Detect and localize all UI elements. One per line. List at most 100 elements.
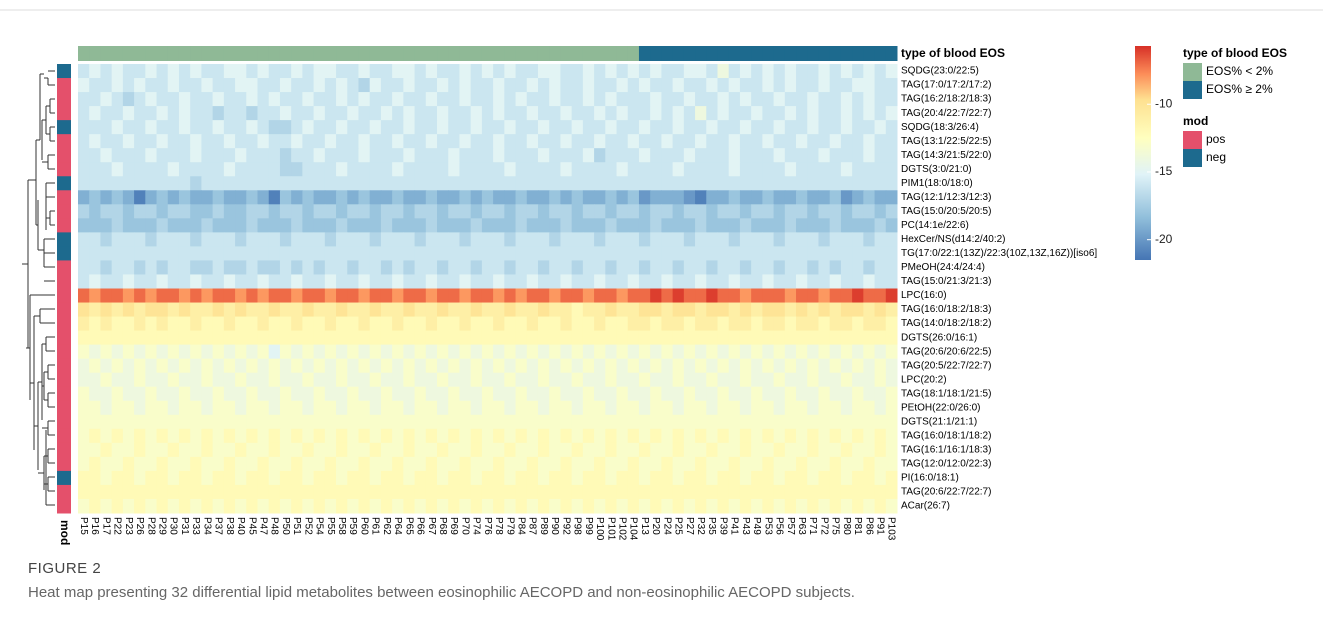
heatmap-cell — [336, 456, 348, 472]
heatmap-cell — [695, 204, 707, 219]
heatmap-cell — [369, 162, 382, 177]
heatmap-cell — [840, 316, 853, 332]
heatmap-cell — [739, 134, 752, 149]
row-label: TAG(18:1/18:1/21:5) — [901, 388, 991, 399]
heatmap-cell — [739, 190, 752, 205]
heatmap-cell — [739, 414, 752, 430]
heatmap-cell — [571, 134, 584, 149]
heatmap-cell — [403, 288, 416, 304]
heatmap-cell — [403, 484, 416, 500]
heatmap-cell — [89, 134, 101, 149]
heatmap-cell — [134, 120, 146, 135]
heatmap-cell — [336, 442, 348, 458]
heatmap-cell — [840, 330, 853, 346]
row-annotation-cell — [57, 274, 71, 289]
column-label: P15 — [78, 517, 89, 535]
heatmap-cell — [504, 456, 517, 472]
heatmap-cell — [358, 386, 371, 402]
heatmap-cell — [504, 106, 517, 121]
heatmap-cell — [145, 414, 158, 430]
heatmap-cell — [414, 344, 427, 360]
heatmap-cell — [762, 400, 775, 416]
heatmap-cell — [470, 106, 483, 121]
column-annotation-cell — [414, 46, 427, 61]
column-label: P40 — [235, 517, 246, 535]
heatmap-cell — [358, 190, 371, 205]
heatmap-cell — [313, 316, 326, 332]
heatmap-cell — [347, 372, 359, 388]
row-annotation-cell — [57, 344, 71, 360]
heatmap-cell — [235, 134, 247, 149]
row-label: TAG(16:1/16:1/18:3) — [901, 445, 991, 456]
heatmap-cell — [167, 302, 180, 318]
heatmap-cell — [134, 78, 146, 93]
heatmap-cell — [728, 428, 741, 444]
heatmap-cell — [257, 288, 270, 304]
heatmap-cell — [223, 106, 236, 121]
heatmap-cell — [672, 428, 685, 444]
heatmap-cell — [796, 288, 808, 304]
heatmap-cell — [156, 148, 169, 163]
heatmap-cell — [739, 386, 752, 402]
heatmap-cell — [560, 190, 573, 205]
heatmap-cell — [268, 204, 281, 219]
heatmap-cell — [437, 484, 449, 500]
heatmap-cell — [380, 162, 393, 177]
heatmap-cell — [852, 274, 864, 289]
heatmap-cell — [616, 456, 629, 472]
heatmap-cell — [437, 456, 449, 472]
heatmap-cell — [829, 442, 842, 458]
heatmap-cell — [706, 302, 718, 318]
column-label: P30 — [168, 517, 179, 535]
heatmap-cell — [246, 456, 259, 472]
heatmap-cell — [650, 162, 662, 177]
heatmap-cell — [167, 386, 180, 402]
heatmap-cell — [874, 288, 887, 304]
heatmap-cell — [369, 372, 382, 388]
heatmap-cell — [369, 190, 382, 205]
heatmap-cell — [504, 190, 517, 205]
heatmap-cell — [279, 456, 292, 472]
heatmap-cell — [661, 358, 674, 374]
heatmap-cell — [223, 316, 236, 332]
heatmap-cell — [425, 218, 438, 233]
heatmap-cell — [347, 414, 359, 430]
heatmap-cell — [291, 246, 303, 261]
heatmap-cell — [122, 162, 135, 177]
heatmap-cell — [526, 162, 539, 177]
heatmap-cell — [829, 176, 842, 191]
heatmap-cell — [537, 120, 550, 135]
heatmap-cell — [246, 372, 259, 388]
heatmap-cell — [111, 428, 124, 444]
heatmap-cell — [268, 218, 281, 233]
heatmap-cell — [156, 316, 169, 332]
heatmap-cell — [212, 260, 225, 275]
heatmap-cell — [863, 470, 876, 486]
heatmap-cell — [178, 64, 191, 79]
heatmap-cell — [773, 400, 786, 416]
heatmap-cell — [392, 470, 404, 486]
heatmap-cell — [560, 64, 573, 79]
heatmap-cell — [190, 246, 202, 261]
heatmap-cell — [728, 218, 741, 233]
heatmap-cell — [122, 64, 135, 79]
legend-swatch — [1183, 63, 1202, 81]
column-annotation-cell — [78, 46, 90, 61]
heatmap-cell — [717, 344, 730, 360]
heatmap-cell — [616, 232, 629, 247]
heatmap-cell — [336, 344, 348, 360]
heatmap-cell — [291, 148, 303, 163]
heatmap-cell — [167, 498, 180, 514]
heatmap-cell — [773, 190, 786, 205]
heatmap-cell — [190, 64, 202, 79]
column-annotation-cell — [336, 46, 348, 61]
heatmap-cell — [178, 218, 191, 233]
heatmap-cell — [414, 428, 427, 444]
heatmap-cell — [201, 78, 214, 93]
heatmap-cell — [369, 456, 382, 472]
heatmap-cell — [863, 484, 876, 500]
heatmap-cell — [122, 232, 135, 247]
heatmap-cell — [796, 400, 808, 416]
heatmap-cell — [481, 316, 494, 332]
heatmap-cell — [863, 246, 876, 261]
